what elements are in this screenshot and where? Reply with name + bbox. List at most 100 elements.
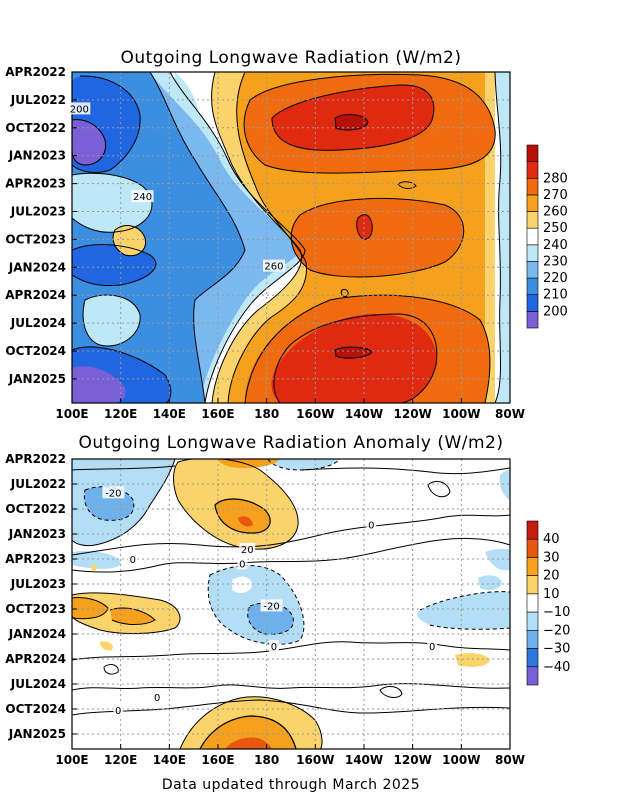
olr-anomaly-panel: Outgoing Longwave Radiation Anomaly (W/m… (5, 433, 570, 767)
contour-label: 20 (241, 545, 254, 556)
y-tick-label: JAN2024 (8, 260, 66, 274)
x-tick-label: 120E (104, 407, 137, 421)
y-tick-label: APR2022 (5, 452, 66, 466)
colorbar-label: 30 (543, 550, 560, 565)
contour-label: -20 (263, 601, 279, 612)
olr-title: Outgoing Longwave Radiation (W/m2) (120, 48, 461, 68)
y-tick-label: OCT2024 (5, 344, 66, 358)
olr-plot-frame (71, 71, 511, 404)
contour-label-bg (260, 599, 283, 612)
y-tick-label: JAN2024 (8, 627, 66, 641)
olr-anomaly-gridlines (72, 459, 510, 749)
olr-anomaly-field (72, 459, 510, 749)
y-tick-label: APR2024 (5, 288, 66, 302)
colorbar-label: 240 (543, 238, 568, 253)
contour-label-bg (68, 102, 91, 115)
colorbar-swatch (526, 177, 539, 196)
colorbar-label: 280 (543, 171, 568, 186)
x-tick-label: 160W (296, 407, 334, 421)
colorbar-swatch (526, 611, 539, 631)
olr-x-axis: 100E 120E 140E 160E 180 160W 140W 120W 100W 80W (55, 398, 525, 421)
y-tick-label: JAN2025 (8, 727, 66, 741)
olr-anomaly-colorbar: 40 30 20 10 −10 −20 −30 −40 (526, 520, 570, 686)
x-tick-label: 160E (201, 753, 234, 767)
colorbar-swatch (526, 294, 539, 312)
contour-label: 200 (70, 104, 89, 115)
x-tick-label: 140W (345, 407, 383, 421)
update-note: Data updated through March 2025 (162, 777, 420, 793)
y-tick-label: OCT2024 (5, 702, 66, 716)
y-tick-label: APR2022 (5, 65, 66, 79)
olr-contour-labels: 200 240 260 (68, 102, 285, 273)
colorbar-swatch (526, 211, 539, 229)
contour-label: 0 (368, 520, 374, 531)
x-tick-label: 100W (442, 753, 480, 767)
olr-anomaly-x-axis: 100E 120E 140E 160E 180 160W 140W 120W 100W 80W (55, 744, 525, 767)
colorbar-label: 260 (543, 205, 568, 220)
x-tick-label: 160W (296, 753, 334, 767)
contour-label: 260 (264, 262, 283, 273)
colorbar-label: −30 (543, 642, 570, 657)
contour-label-bg (102, 486, 125, 499)
colorbar-swatch (526, 666, 539, 686)
colorbar-swatch (526, 277, 539, 296)
x-tick-label: 140W (345, 753, 383, 767)
y-tick-label: JUL2024 (10, 677, 66, 691)
colorbar-swatch (526, 575, 539, 595)
colorbar-swatch (526, 648, 539, 668)
contour-label: 0 (115, 706, 121, 717)
contour-label-bg (262, 259, 285, 272)
olr-anomaly-contour-labels: -20 20 0 0 0 -20 0 0 0 0 (102, 486, 438, 717)
colorbar-swatch (526, 311, 539, 329)
colorbar-label: 220 (543, 271, 568, 286)
contour-label-bg (127, 553, 138, 566)
x-tick-label: 120E (104, 753, 137, 767)
y-tick-label: JAN2025 (8, 372, 66, 386)
contour-label-bg (152, 690, 163, 703)
y-tick-label: APR2023 (5, 552, 66, 566)
contour-label: -20 (105, 488, 121, 499)
y-tick-label: OCT2022 (5, 121, 66, 135)
colorbar-label: −10 (543, 605, 570, 620)
y-tick-label: JUL2023 (10, 577, 66, 591)
contour-label: 0 (130, 555, 136, 566)
x-tick-label: 120W (394, 407, 432, 421)
colorbar-swatch (526, 593, 539, 613)
contour-label-bg (131, 190, 154, 203)
y-tick-label: JUL2024 (10, 316, 66, 330)
y-tick-label: JUL2023 (10, 205, 66, 219)
x-tick-label: 100E (55, 753, 88, 767)
colorbar-swatch (526, 630, 539, 649)
olr-gridlines (72, 72, 510, 403)
x-tick-label: 180 (254, 407, 279, 421)
olr-y-axis: APR2022 JUL2022 OCT2022 JAN2023 APR2023 JUL20… (5, 65, 77, 386)
contour-label: 0 (429, 642, 435, 653)
x-tick-label: 140E (153, 753, 186, 767)
colorbar-swatch (526, 161, 539, 179)
colorbar-swatch (526, 244, 539, 262)
colorbar-label: 210 (543, 288, 568, 303)
contour-label-bg (237, 557, 248, 570)
olr-field (72, 72, 510, 403)
colorbar-label: 230 (543, 254, 568, 269)
colorbar-swatch (526, 261, 539, 279)
contour-label-bg (113, 703, 124, 716)
y-tick-label: JAN2023 (8, 149, 66, 163)
olr-anomaly-y-axis: APR2022 JUL2022 OCT2022 JAN2023 APR2023 JUL20… (5, 452, 77, 741)
colorbar-label: 250 (543, 221, 568, 236)
colorbar-label: 10 (543, 587, 560, 602)
x-tick-label: 120W (394, 753, 432, 767)
x-tick-label: 160E (201, 407, 234, 421)
colorbar-swatch (526, 557, 539, 576)
x-tick-label: 100W (442, 407, 480, 421)
colorbar-swatch (526, 538, 539, 558)
y-tick-label: OCT2022 (5, 502, 66, 516)
x-tick-label: 100E (55, 407, 88, 421)
contour-label: 240 (133, 192, 152, 203)
x-tick-label: 80W (495, 407, 525, 421)
y-tick-label: OCT2023 (5, 602, 66, 616)
y-tick-label: JUL2022 (10, 477, 66, 491)
contour-label-bg (366, 518, 377, 531)
